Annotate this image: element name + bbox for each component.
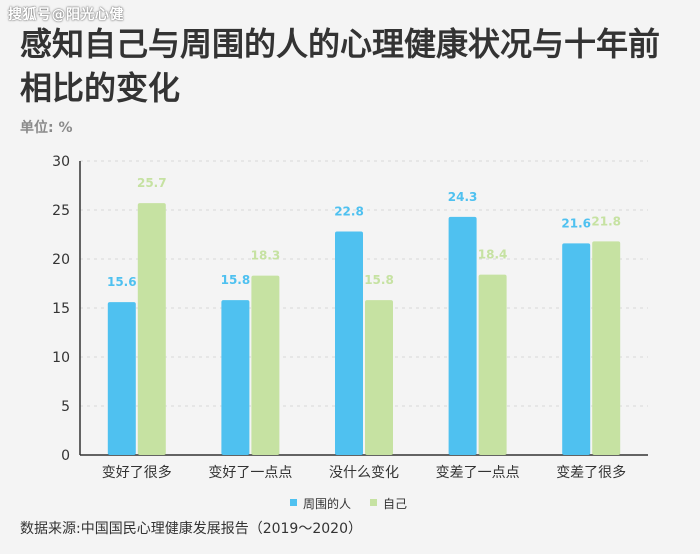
x-tick-label: 没什么变化 (329, 465, 399, 481)
y-tick-label: 25 (52, 203, 70, 219)
data-label: 15.8 (221, 273, 251, 287)
data-label: 25.7 (137, 176, 167, 190)
x-tick-label: 变好了一点点 (208, 465, 292, 481)
data-label: 24.3 (448, 190, 478, 204)
bar-self (478, 274, 507, 455)
y-tick-label: 10 (52, 350, 70, 366)
y-tick-label: 0 (61, 448, 70, 464)
legend-label: 自己 (383, 497, 407, 511)
data-label: 21.6 (561, 216, 591, 230)
y-tick-label: 30 (52, 154, 70, 170)
bar-self (365, 300, 393, 455)
legend-swatch (290, 499, 297, 506)
data-label: 18.3 (251, 249, 281, 263)
y-tick-label: 5 (61, 399, 70, 415)
unit-label: 单位: % (20, 120, 73, 136)
x-tick-label: 变差了很多 (556, 464, 626, 481)
bar-self (251, 275, 280, 455)
x-tick-label: 变差了一点点 (436, 465, 520, 481)
bar-self (592, 241, 621, 455)
bar-chart: 05101520253015.625.7变好了很多15.818.3变好了一点点2… (52, 154, 648, 511)
x-tick-label: 变好了很多 (102, 464, 172, 481)
legend-label: 周围的人 (303, 496, 351, 511)
bar-surrounding (335, 231, 363, 455)
chart-title: 感知自己与周围的人的心理健康状况与十年前相比的变化 (20, 25, 661, 107)
data-label: 18.4 (478, 248, 508, 262)
bar-surrounding (221, 300, 250, 455)
y-tick-label: 15 (52, 301, 70, 317)
bar-surrounding (448, 216, 477, 455)
bar-surrounding (107, 302, 136, 455)
data-label: 15.6 (107, 275, 137, 289)
bar-surrounding (562, 243, 591, 455)
data-label: 15.8 (364, 273, 394, 287)
data-label: 22.8 (334, 205, 364, 219)
data-label: 21.8 (591, 214, 621, 228)
bar-self (137, 203, 166, 455)
watermark: 搜狐号@阳光心健 (8, 7, 124, 23)
legend-swatch (370, 499, 377, 506)
source-note: 数据来源:中国国民心理健康发展报告（2019～2020） (20, 521, 362, 537)
y-tick-label: 20 (52, 252, 70, 268)
